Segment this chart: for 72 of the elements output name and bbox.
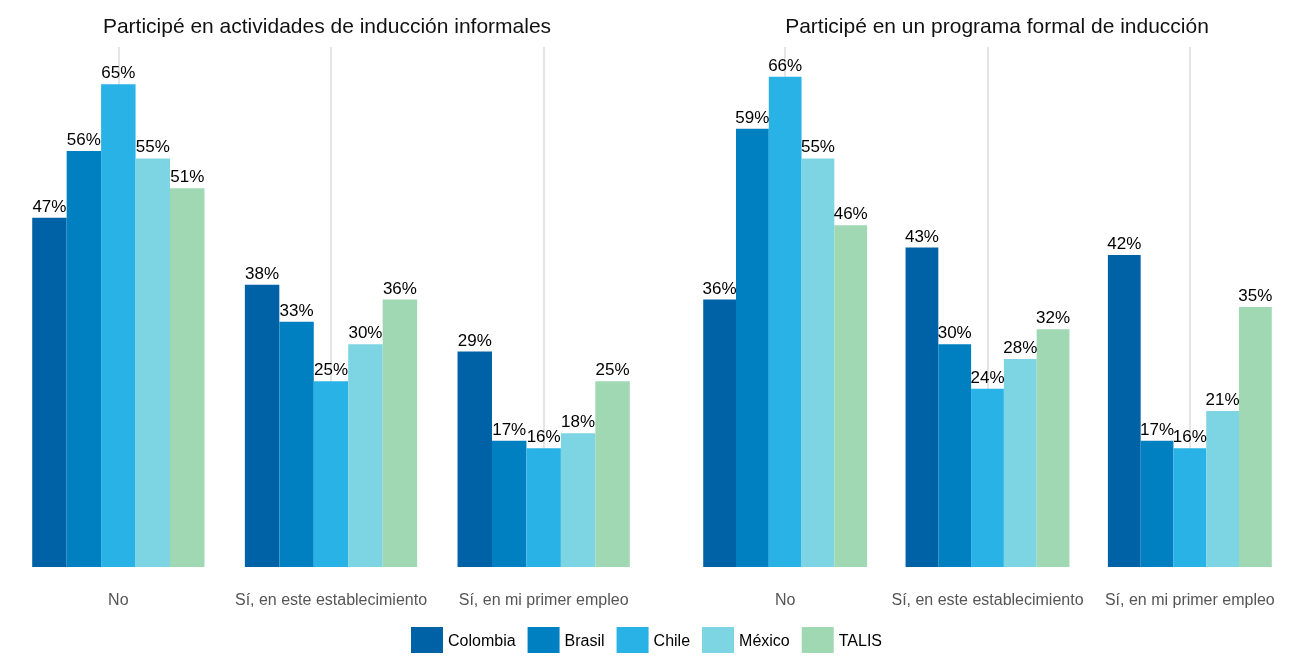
data-label: 51%	[170, 167, 205, 187]
legend-label: Colombia	[448, 631, 516, 649]
x-tick-label: Sí, en este establecimiento	[234, 590, 428, 608]
data-label: 25%	[313, 360, 349, 380]
bar	[560, 433, 596, 567]
chart-title: Participé en actividades de inducción informales	[102, 14, 552, 37]
data-label: 30%	[937, 323, 972, 343]
data-label: 18%	[561, 412, 596, 432]
data-label: 33%	[279, 300, 314, 320]
bar	[768, 76, 802, 567]
bar	[313, 381, 349, 567]
bar	[135, 158, 171, 567]
data-label: 32%	[1036, 308, 1071, 328]
data-label: 42%	[1107, 234, 1142, 253]
bar	[1003, 359, 1037, 567]
bar	[1036, 329, 1070, 567]
bar	[595, 381, 630, 567]
legend-label: Chile	[653, 631, 691, 649]
bar	[382, 299, 418, 567]
bar	[66, 151, 102, 567]
bar	[457, 351, 492, 567]
bar	[905, 247, 939, 567]
data-label: 17%	[1140, 419, 1175, 439]
data-label: 46%	[833, 204, 868, 224]
bar	[971, 388, 1004, 567]
bar	[834, 225, 868, 567]
data-label: 24%	[970, 367, 1005, 387]
data-label: 17%	[492, 419, 527, 439]
x-tick-label: No	[108, 590, 129, 608]
data-label: 29%	[457, 330, 492, 350]
bar	[703, 299, 736, 567]
bar	[526, 448, 561, 567]
data-label: 55%	[135, 137, 170, 157]
x-tick-label: Sí, en mi primer empleo	[1104, 590, 1275, 608]
data-label: 21%	[1205, 390, 1240, 409]
data-label: 16%	[526, 427, 561, 447]
data-label: 35%	[1238, 286, 1273, 305]
bar	[1206, 411, 1239, 567]
bar	[491, 440, 527, 567]
data-label: 56%	[66, 130, 101, 149]
data-label: 43%	[904, 226, 939, 246]
data-label: 59%	[735, 107, 770, 127]
x-tick-label: Sí, en este establecimiento	[891, 590, 1084, 608]
bar	[1140, 440, 1174, 567]
chart-title: Participé en un programa formal de inducción	[785, 14, 1209, 37]
legend-label: México	[739, 631, 790, 649]
x-tick-label: Sí, en mi primer empleo	[458, 590, 629, 608]
bar	[279, 321, 314, 567]
data-label: 25%	[595, 360, 630, 380]
data-label: 66%	[768, 55, 803, 75]
bar	[32, 217, 67, 567]
legend-label: Brasil	[564, 631, 605, 649]
data-label: 36%	[702, 278, 737, 298]
data-label: 38%	[245, 263, 280, 283]
data-label: 36%	[382, 278, 417, 298]
bar	[244, 284, 280, 567]
x-tick-label: No	[774, 590, 796, 608]
data-label: 30%	[348, 323, 383, 343]
bar	[348, 344, 383, 567]
bar	[1173, 448, 1207, 567]
bar	[736, 128, 769, 567]
data-label: 65%	[101, 63, 136, 83]
data-label: 28%	[1003, 338, 1038, 357]
bar	[170, 188, 205, 567]
legend-label: TALIS	[838, 631, 883, 649]
bar	[1107, 255, 1141, 567]
bar	[101, 84, 136, 567]
bar	[938, 344, 972, 567]
data-label: 55%	[800, 137, 835, 157]
bar	[1239, 307, 1272, 567]
bar	[801, 158, 835, 567]
data-label: 47%	[32, 196, 67, 216]
